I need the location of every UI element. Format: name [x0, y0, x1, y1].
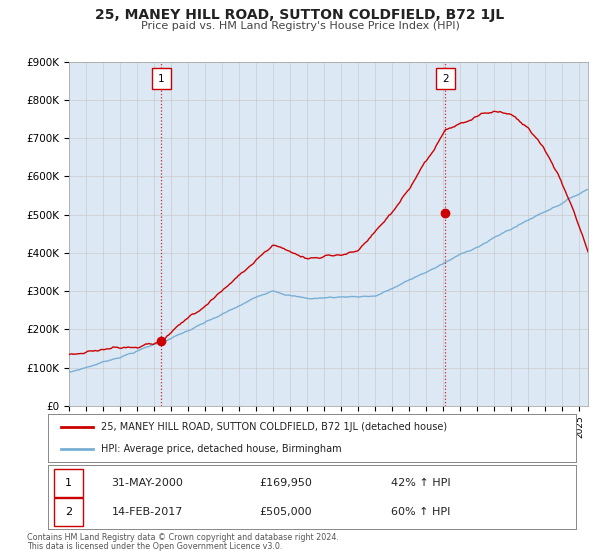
FancyBboxPatch shape: [436, 68, 455, 90]
Text: 2: 2: [442, 74, 449, 84]
FancyBboxPatch shape: [152, 68, 170, 90]
FancyBboxPatch shape: [55, 469, 83, 497]
Text: 1: 1: [65, 478, 72, 488]
Text: 31-MAY-2000: 31-MAY-2000: [112, 478, 183, 488]
Text: 42% ↑ HPI: 42% ↑ HPI: [391, 478, 451, 488]
Text: 1: 1: [158, 74, 164, 84]
FancyBboxPatch shape: [55, 498, 83, 526]
Text: HPI: Average price, detached house, Birmingham: HPI: Average price, detached house, Birm…: [101, 444, 341, 454]
Text: 14-FEB-2017: 14-FEB-2017: [112, 507, 183, 517]
Text: 25, MANEY HILL ROAD, SUTTON COLDFIELD, B72 1JL (detached house): 25, MANEY HILL ROAD, SUTTON COLDFIELD, B…: [101, 422, 447, 432]
Text: £505,000: £505,000: [259, 507, 312, 517]
Text: £169,950: £169,950: [259, 478, 312, 488]
Text: This data is licensed under the Open Government Licence v3.0.: This data is licensed under the Open Gov…: [27, 542, 283, 550]
Text: 25, MANEY HILL ROAD, SUTTON COLDFIELD, B72 1JL: 25, MANEY HILL ROAD, SUTTON COLDFIELD, B…: [95, 8, 505, 22]
Text: Price paid vs. HM Land Registry's House Price Index (HPI): Price paid vs. HM Land Registry's House …: [140, 21, 460, 31]
Text: 2: 2: [65, 507, 72, 517]
Text: 60% ↑ HPI: 60% ↑ HPI: [391, 507, 451, 517]
Text: Contains HM Land Registry data © Crown copyright and database right 2024.: Contains HM Land Registry data © Crown c…: [27, 533, 339, 542]
